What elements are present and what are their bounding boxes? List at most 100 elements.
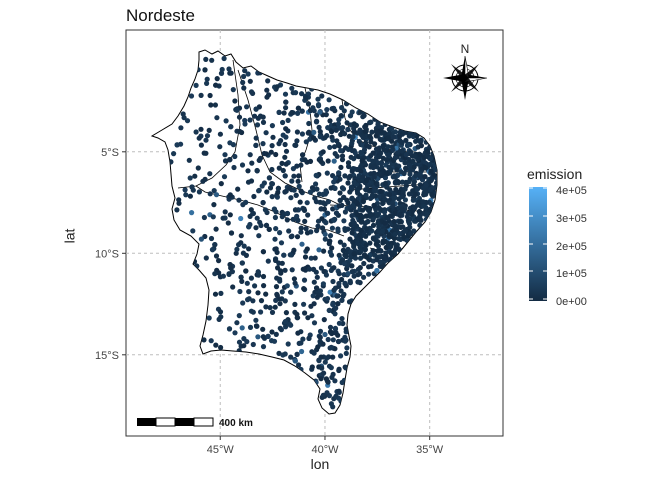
emission-point [283, 99, 289, 105]
emission-point [340, 293, 346, 299]
emission-point [388, 243, 394, 250]
emission-point [349, 168, 355, 174]
emission-point [416, 199, 422, 205]
emission-point [317, 134, 323, 140]
emission-point [322, 231, 328, 237]
legend-label-4e5: 4e+05 [556, 185, 587, 197]
emission-point [214, 115, 220, 121]
emission-point [345, 200, 351, 206]
emission-point [298, 329, 304, 335]
emission-point [308, 255, 314, 261]
emission-point [254, 122, 261, 128]
emission-point [196, 189, 202, 195]
emission-point [253, 135, 259, 141]
emission-point [269, 309, 276, 315]
emission-point [324, 296, 331, 302]
emission-point [260, 200, 266, 206]
emission-point [244, 339, 250, 345]
emission-point [350, 239, 356, 245]
emission-point [236, 197, 242, 203]
x-tick-label: 45°W [207, 444, 235, 456]
emission-point [342, 173, 348, 179]
emission-point [359, 158, 365, 164]
emission-point [349, 213, 355, 219]
emission-point [258, 222, 264, 229]
emission-point [255, 269, 261, 275]
emission-point [330, 278, 336, 285]
emission-point [327, 324, 334, 330]
emission-point [402, 228, 408, 234]
emission-point [375, 160, 381, 166]
emission-point [269, 329, 275, 335]
emission-point [412, 205, 418, 211]
emission-point [305, 101, 312, 107]
emission-point [300, 336, 306, 342]
emission-point [239, 278, 245, 284]
emission-point [273, 226, 279, 232]
emission-point [396, 190, 402, 196]
emission-point [192, 173, 198, 179]
emission-point [408, 231, 414, 237]
emission-point [292, 280, 298, 286]
emission-point [202, 67, 208, 73]
emission-point [298, 225, 304, 231]
emission-point [184, 118, 191, 124]
emission-point [349, 196, 355, 202]
emission-point [344, 120, 350, 126]
emission-point [361, 260, 367, 267]
emission-point [357, 232, 363, 238]
emission-point [320, 392, 326, 398]
emission-point [232, 330, 238, 336]
emission-point [335, 121, 341, 127]
emission-point [273, 151, 279, 158]
emission-point [207, 92, 213, 99]
emission-point [237, 288, 243, 295]
emission-point [267, 305, 273, 311]
emission-point [331, 265, 337, 271]
emission-point [400, 224, 406, 230]
emission-point [364, 254, 370, 260]
emission-point [253, 317, 259, 323]
emission-point [344, 345, 350, 351]
emission-point [338, 164, 344, 170]
emission-point [226, 326, 233, 332]
emission-point [326, 261, 332, 268]
emission-point [244, 104, 250, 110]
emission-point [245, 71, 251, 77]
emission-point [241, 85, 247, 91]
emission-point [401, 170, 407, 177]
emission-point [374, 182, 380, 188]
emission-point [343, 350, 349, 356]
emission-point [263, 304, 269, 310]
emission-point [305, 315, 311, 321]
emission-point [213, 82, 219, 88]
emission-point [213, 342, 219, 348]
emission-point [399, 148, 405, 154]
legend-colorbar [529, 187, 547, 301]
emission-point [323, 376, 329, 382]
emission-point [376, 171, 382, 177]
emission-point [263, 291, 269, 297]
emission-point [269, 338, 275, 344]
emission-point [294, 234, 301, 240]
emission-point [299, 91, 305, 97]
emission-point [281, 110, 287, 116]
emission-point [340, 125, 346, 131]
emission-point [371, 202, 377, 208]
emission-point [288, 289, 294, 295]
emission-point [305, 212, 311, 218]
emission-point [256, 157, 262, 163]
emission-point [300, 152, 306, 158]
emission-point [260, 344, 267, 350]
emission-point [218, 181, 224, 187]
emission-point [347, 280, 353, 286]
emission-point [289, 267, 295, 273]
emission-point [198, 142, 204, 148]
emission-point [407, 171, 413, 177]
emission-point [256, 188, 262, 194]
emission-point [350, 202, 356, 209]
emission-point [204, 133, 211, 139]
emission-point [386, 152, 392, 158]
emission-point [355, 266, 361, 272]
emission-point [399, 131, 406, 137]
